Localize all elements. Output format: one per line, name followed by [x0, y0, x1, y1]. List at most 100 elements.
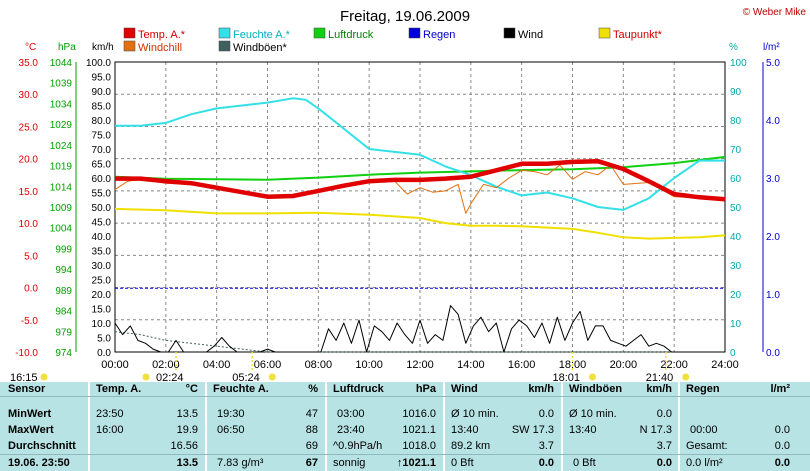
table-header-row: Sensor Temp. A. °C Feuchte A. % Luftdruc…	[0, 383, 810, 396]
last-rain-text: 0.0 l/m²	[686, 457, 723, 469]
tick-label: 1024	[50, 141, 73, 152]
last-hum-val: 67	[305, 457, 318, 469]
series-line	[115, 158, 726, 202]
cell-wind-time: 89.2 km	[451, 440, 491, 452]
tick-label: 984	[55, 307, 72, 318]
header-sensor: Sensor	[8, 383, 46, 395]
row-label: MaxWert	[8, 424, 54, 436]
tick-label: 100.0	[86, 58, 111, 69]
series-line	[114, 207, 726, 240]
time-marker: 18:01	[553, 352, 596, 382]
tick-label: 95.0	[92, 73, 112, 84]
x-tick-label: 14:00	[457, 359, 485, 371]
cell-wind-val: 0.0	[538, 408, 554, 420]
legend-label: Regen	[423, 29, 455, 41]
legend-label: Wind	[518, 29, 543, 41]
cell-temp-val: 19.9	[176, 424, 198, 436]
sun-icon	[40, 373, 48, 381]
marker-label: 16:15	[10, 372, 38, 382]
tick-label: 1039	[50, 79, 73, 90]
tick-label: 3.0	[766, 174, 780, 185]
cell-gust-val: 0.0	[656, 408, 672, 420]
tick-label: 5.0	[24, 251, 38, 262]
cell-wind-val: SW 17.3	[511, 424, 554, 436]
x-tick-label: 16:00	[508, 359, 536, 371]
cell-gust-time: Ø 10 min.	[569, 408, 617, 420]
last-wind-text: 0 Bft	[451, 457, 474, 469]
chart-axes: °C 35.0 30.0 25.0 20.0 15.0 10.0 5.0 0.0 -5.0 -10.…	[15, 42, 780, 359]
axis-wind: km/h 100.0 95.0 90.0 85.0 80.0 75.0 70.0 65.0 60.…	[86, 42, 114, 359]
last-wind-val: 0.0	[538, 457, 554, 469]
marker-label: 18:01	[553, 372, 581, 382]
header-hum-unit: %	[308, 383, 318, 395]
sun-icon	[682, 373, 690, 381]
header-wind-unit: km/h	[528, 383, 554, 395]
plot-area	[114, 61, 726, 353]
sun-icon	[268, 373, 276, 381]
tick-label: 30.0	[92, 261, 112, 272]
cell-rain-val: 0.0	[774, 440, 790, 452]
tick-label: 999	[55, 244, 72, 255]
tick-label: 0.0	[24, 284, 38, 295]
cell-temp-time: 16:00	[96, 424, 124, 436]
tick-label: 0	[730, 348, 736, 359]
tick-label: 4.0	[766, 116, 780, 127]
time-markers: 16:15 02:24 05:24 18:01 21:40	[10, 352, 690, 382]
legend-label: Feuchte A.*	[233, 29, 291, 41]
tick-label: 80	[730, 116, 742, 127]
tick-label: 70.0	[92, 145, 112, 156]
cell-press-time: 03:00	[337, 408, 365, 420]
cell-press-time: 23:40	[337, 424, 365, 436]
axis-temp: °C 35.0 30.0 25.0 20.0 15.0 10.0 5.0 0.0 -5.0 -10.…	[15, 42, 38, 359]
time-marker: 21:40	[646, 352, 690, 382]
cell-rain-time: 00:00	[690, 424, 718, 436]
legend-item: Luftdruck	[313, 27, 374, 41]
axis-rain: l/m² 5.0 4.0 3.0 2.0 1.0 0.0	[762, 42, 780, 359]
tick-label: 1.0	[766, 290, 780, 301]
tick-label: 0.0	[97, 348, 111, 359]
cell-wind-time: Ø 10 min.	[451, 408, 499, 420]
series-line	[115, 97, 725, 211]
x-axis-ticks: 00:00 02:00 04:00 06:00 08:00 10:00 12:00 14:00…	[101, 359, 739, 371]
chart-legend: Temp. A.* Feuchte A.* Luftdruck Regen Wind Ta…	[123, 27, 663, 54]
axis-pressure: hPa 1044 1039 1034 1029 1024 1019 1014 1009 1004 9…	[50, 42, 77, 359]
header-gust: Windböen	[569, 383, 623, 395]
tick-label: 40	[730, 232, 742, 243]
cell-hum-val: 88	[305, 424, 318, 436]
legend-item: Feuchte A.*	[218, 27, 291, 41]
x-tick-label: 10:00	[355, 359, 383, 371]
tick-label: 2.0	[766, 232, 780, 243]
chart-grid	[115, 62, 725, 352]
axis-unit-pressure: hPa	[58, 42, 76, 53]
tick-label: 35.0	[92, 247, 112, 258]
last-press-val: ↑1021.1	[396, 457, 436, 469]
tick-label: 30	[730, 261, 742, 272]
cell-hum-val: 47	[305, 408, 318, 420]
tick-label: 1044	[50, 58, 73, 69]
legend-label: Windböen*	[233, 42, 288, 54]
last-rain-val: 0.0	[774, 457, 790, 469]
header-rain: Regen	[686, 383, 720, 395]
tick-label: 20	[730, 290, 742, 301]
table-row: MaxWert 16:00 19.9 06:50 88 23:40 1021.1…	[0, 424, 810, 437]
tick-label: 70	[730, 145, 742, 156]
legend-swatch	[313, 27, 326, 39]
weather-chart: Freitag, 19.06.2009 © Weber Mike Temp. A…	[10, 7, 806, 382]
header-hum: Feuchte A.	[213, 383, 269, 395]
header-wind: Wind	[451, 383, 478, 395]
marker-label: 21:40	[646, 372, 674, 382]
cell-temp-time: 23:50	[96, 408, 124, 420]
last-label: 19.06. 23:50	[8, 457, 70, 469]
series-line	[114, 331, 725, 353]
x-tick-label: 08:00	[305, 359, 333, 371]
tick-label: 45.0	[92, 218, 112, 229]
summary-table: Sensor Temp. A. °C Feuchte A. % Luftdruc…	[0, 382, 810, 471]
header-rain-unit: l/m²	[770, 383, 790, 395]
tick-label: 989	[55, 286, 72, 297]
cell-hum-time: 06:50	[217, 424, 245, 436]
tick-label: 1019	[50, 162, 73, 173]
header-press: Luftdruck	[333, 383, 384, 395]
cell-temp-val: 13.5	[176, 408, 198, 420]
legend-label: Luftdruck	[328, 29, 374, 41]
row-label: Durchschnitt	[8, 440, 76, 452]
